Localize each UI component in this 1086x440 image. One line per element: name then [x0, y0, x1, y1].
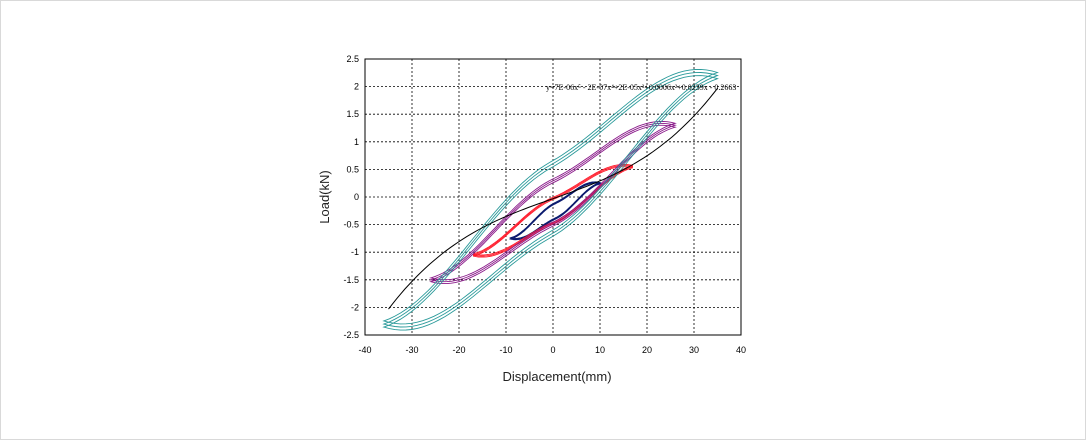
- grid: [365, 59, 741, 335]
- x-tick-label: 10: [595, 345, 605, 355]
- x-tick-label: 0: [550, 345, 555, 355]
- hysteresis-loop-1: [508, 182, 602, 240]
- fit-curve-group: [388, 87, 718, 310]
- x-tick-label: -30: [405, 345, 418, 355]
- y-tick-label: 0: [354, 192, 359, 202]
- plot-area-border: [364, 58, 742, 336]
- hysteresis-loop-4: [382, 75, 719, 331]
- y-tick-label: -2: [351, 302, 359, 312]
- y-tick-label: 1.5: [346, 109, 359, 119]
- y-tick-label: -1: [351, 247, 359, 257]
- hysteresis-loop-4: [382, 72, 719, 328]
- hysteresis-loop-3: [429, 122, 677, 283]
- hysteresis-loop-3: [429, 120, 677, 281]
- y-tick-label: 2.5: [346, 54, 359, 64]
- fit-equation: y=7E-06x⁵ - 2E-07x⁴+2E-05x³+0.0006x²+0.0…: [546, 83, 736, 92]
- y-tick-label: 0.5: [346, 164, 359, 174]
- fit-curve: [388, 87, 718, 310]
- y-tick-label: 1: [354, 137, 359, 147]
- y-tick-labels: 2.5 2 1.5 1 0.5 0 -0.5 -1 -1.5 -2 -2.5: [343, 54, 359, 340]
- x-tick-label: -10: [499, 345, 512, 355]
- x-tick-labels: -40 -30 -20 -10 0 10 20 30 40: [358, 345, 746, 355]
- y-tick-label: 2: [354, 82, 359, 92]
- x-tick-label: 20: [642, 345, 652, 355]
- y-axis-label: Load(kN): [317, 170, 332, 223]
- hysteresis-loop-1: [509, 181, 602, 239]
- hysteresis-loop-2: [472, 164, 634, 256]
- y-tick-label: -2.5: [343, 330, 359, 340]
- y-tick-label: -0.5: [343, 220, 359, 230]
- x-tick-label: -40: [358, 345, 371, 355]
- hysteresis-loop-2: [472, 166, 634, 258]
- x-tick-label: -20: [452, 345, 465, 355]
- x-axis-label: Displacement(mm): [502, 369, 611, 384]
- x-tick-label: 40: [736, 345, 746, 355]
- hysteresis-loops: [382, 68, 719, 331]
- hysteresis-loop-4: [382, 68, 719, 325]
- y-tick-label: -1.5: [343, 275, 359, 285]
- x-tick-label: 30: [689, 345, 699, 355]
